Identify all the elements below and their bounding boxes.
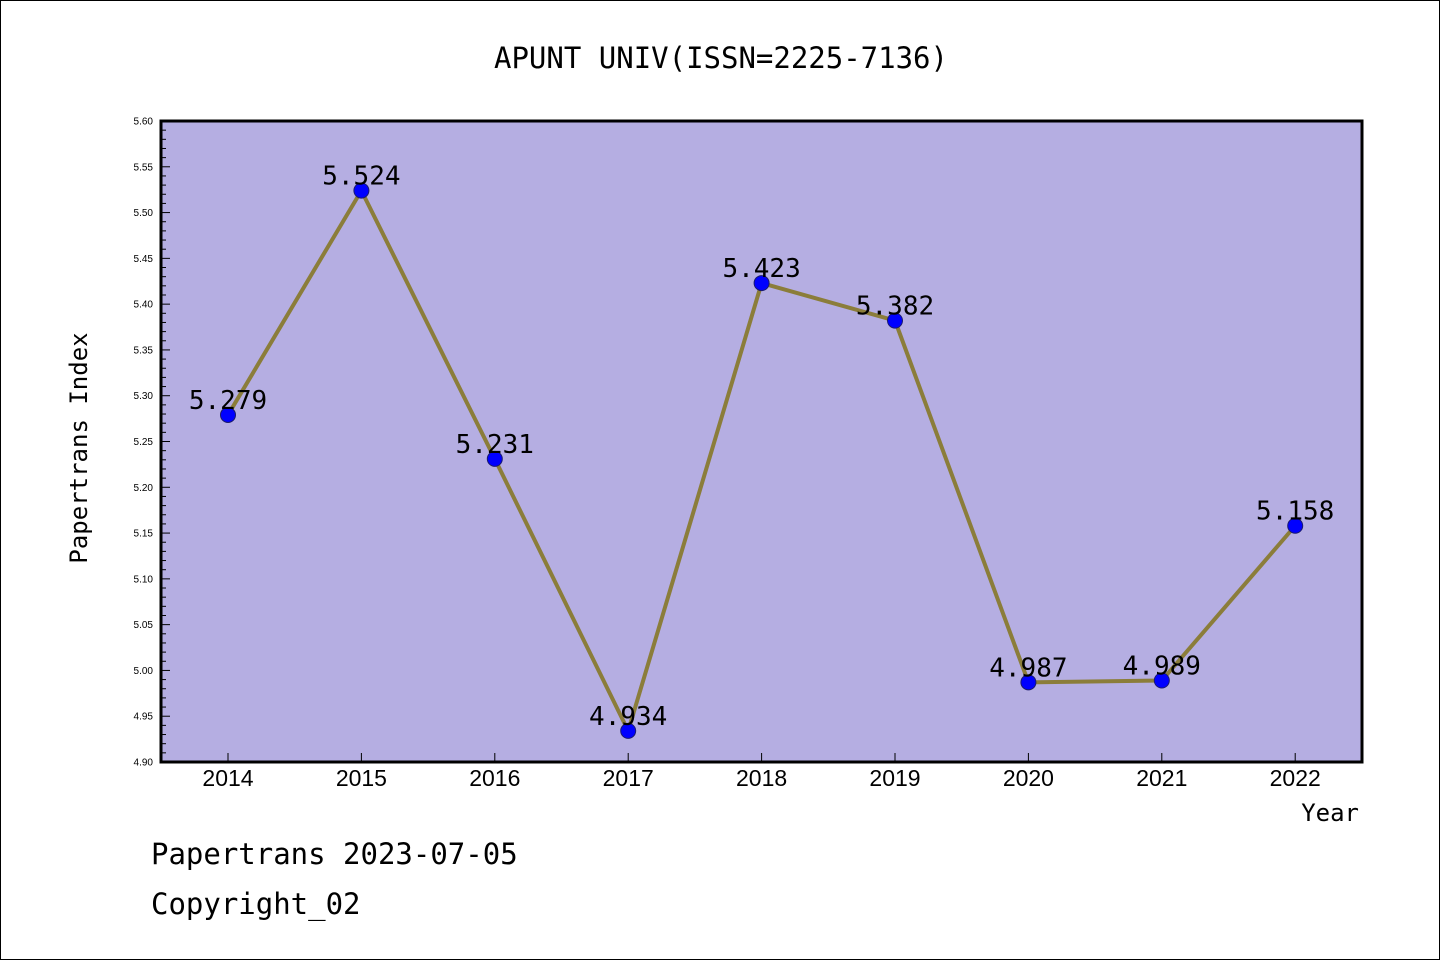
- y-tick-label: 4.95: [134, 712, 154, 723]
- data-point: [1153, 672, 1170, 689]
- y-tick-label: 5.60: [134, 117, 154, 128]
- x-tick-label: 2021: [1136, 765, 1187, 791]
- y-tick-label: 5.30: [134, 391, 154, 402]
- x-tick-label: 2018: [736, 765, 787, 791]
- x-tick-label: 2019: [869, 765, 920, 791]
- y-tick-label: 4.90: [134, 758, 154, 769]
- y-tick-label: 5.35: [134, 345, 154, 356]
- y-tick-label: 5.45: [134, 254, 154, 265]
- y-tick-label: 5.40: [134, 300, 154, 311]
- y-tick-label: 5.50: [134, 208, 154, 219]
- data-label: 5.423: [722, 254, 800, 284]
- y-axis-label: Papertrans Index: [65, 332, 93, 563]
- footer-copyright-text: Copyright_02: [151, 887, 361, 921]
- data-label: 4.934: [589, 702, 667, 732]
- data-point: [753, 275, 770, 292]
- y-tick-label: 5.15: [134, 529, 154, 540]
- x-axis-label: Year: [1301, 799, 1359, 827]
- data-label: 5.231: [456, 430, 534, 460]
- data-label: 5.158: [1256, 497, 1334, 527]
- x-tick-label: 2020: [1003, 765, 1054, 791]
- data-point: [486, 450, 503, 467]
- y-tick-label: 5.05: [134, 620, 154, 631]
- data-point: [620, 722, 637, 739]
- y-tick-label: 5.55: [134, 162, 154, 173]
- series-points-group: [220, 182, 1304, 739]
- x-tick-label: 2017: [603, 765, 654, 791]
- data-label: 5.524: [322, 162, 400, 192]
- y-axis-ticks: 4.90 4.95 5.00 5.05 5.10 5.15 5.20 5.25 5.30 5.35…: [134, 117, 170, 769]
- data-label: 4.987: [989, 653, 1067, 683]
- data-label: 5.279: [189, 386, 267, 416]
- y-tick-label: 5.20: [134, 483, 154, 494]
- x-tick-label: 2022: [1270, 765, 1321, 791]
- x-tick-label: 2015: [336, 765, 387, 791]
- data-point: [353, 182, 370, 199]
- data-point: [1287, 517, 1304, 534]
- x-tick-label: 2016: [469, 765, 520, 791]
- data-point: [1020, 674, 1037, 691]
- x-tick-label: 2014: [202, 765, 253, 791]
- y-tick-label: 5.10: [134, 574, 154, 585]
- y-tick-label: 5.00: [134, 666, 154, 677]
- data-point: [887, 312, 903, 329]
- data-label: 4.989: [1123, 652, 1201, 682]
- data-label: 5.382: [856, 292, 934, 322]
- footer-date-text: Papertrans 2023-07-05: [151, 837, 518, 871]
- x-axis-ticks: 2014 2015 2016 2017 2018 2019 2020 2021 2022: [202, 753, 1321, 791]
- plot-area: [159, 119, 1364, 764]
- data-point: [220, 406, 236, 423]
- chart-title: APUNT UNIV(ISSN=2225-7136): [494, 41, 948, 75]
- data-labels-group: 5.279 5.524 5.231 4.934 5.423 5.382 4.987 4.989…: [189, 162, 1334, 732]
- y-tick-label: 5.25: [134, 437, 154, 448]
